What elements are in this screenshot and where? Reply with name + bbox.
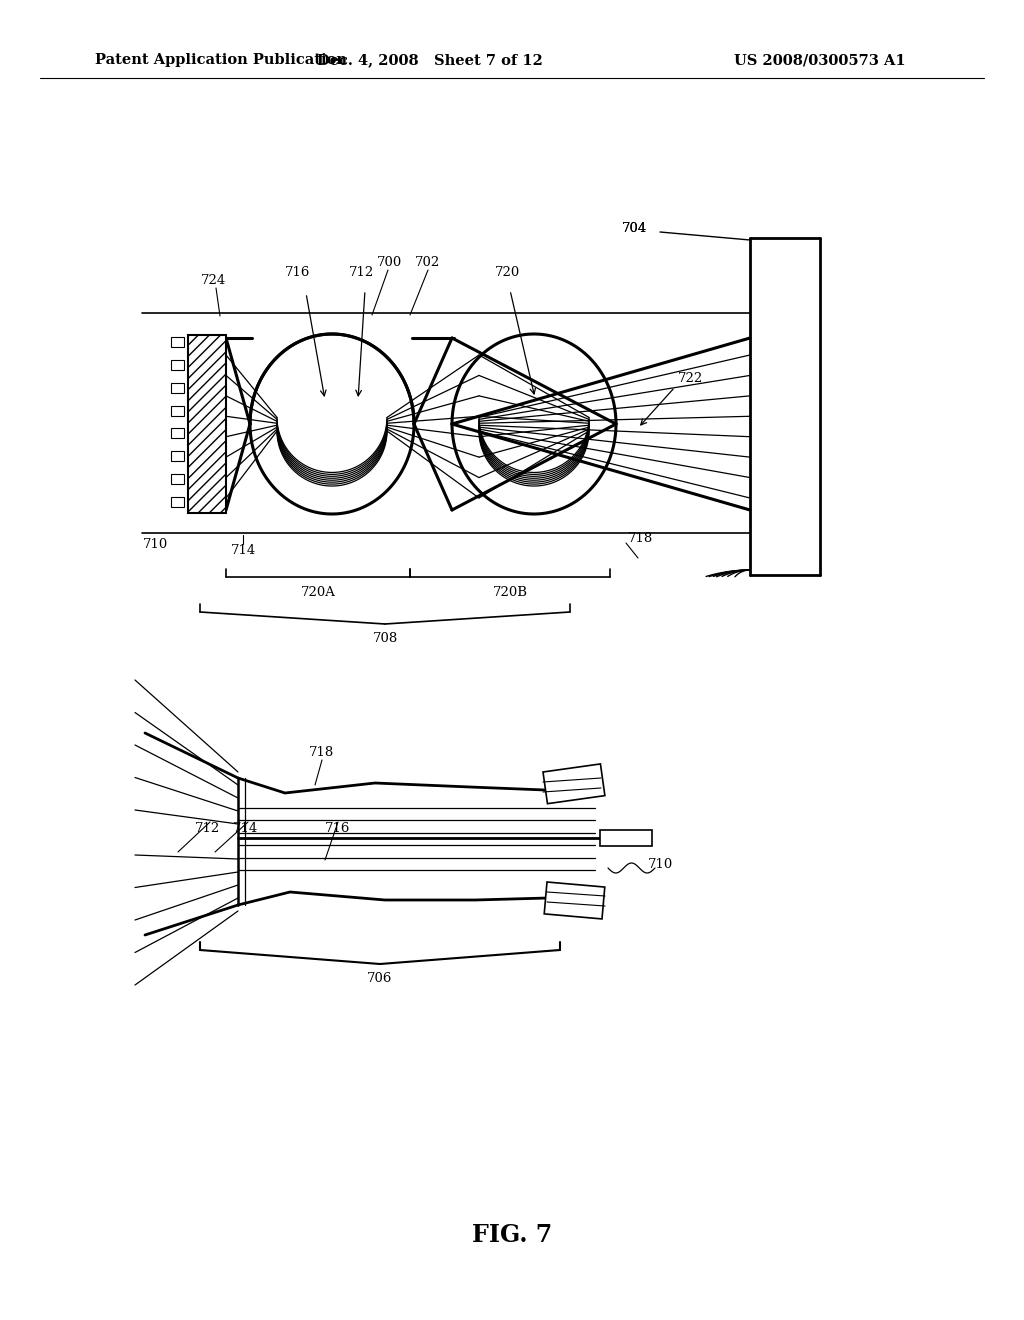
Text: 708: 708 [373,631,397,644]
Text: 714: 714 [233,821,259,834]
Text: 720A: 720A [301,586,336,598]
Text: 710: 710 [648,858,673,871]
Bar [188,335,226,513]
Text: 720: 720 [496,265,520,279]
Text: 702: 702 [416,256,440,268]
Text: 718: 718 [628,532,653,544]
Bar [171,383,184,393]
Bar [171,429,184,438]
Bar [171,451,184,461]
Bar [600,830,652,846]
Text: 716: 716 [286,265,310,279]
Bar [171,474,184,484]
Text: 712: 712 [196,821,220,834]
Text: 716: 716 [326,821,350,834]
Text: 712: 712 [349,265,375,279]
Text: 704: 704 [622,222,647,235]
Bar [171,498,184,507]
Text: Patent Application Publication: Patent Application Publication [95,53,347,67]
Text: 722: 722 [678,371,703,384]
Bar [544,882,605,919]
Text: FIG. 7: FIG. 7 [472,1224,552,1247]
Bar [543,764,605,804]
Text: Dec. 4, 2008   Sheet 7 of 12: Dec. 4, 2008 Sheet 7 of 12 [317,53,543,67]
Text: 704: 704 [622,222,647,235]
Text: 700: 700 [378,256,402,268]
Text: US 2008/0300573 A1: US 2008/0300573 A1 [734,53,906,67]
Bar [171,360,184,370]
Text: 720B: 720B [493,586,527,598]
Bar [171,337,184,347]
Text: 706: 706 [368,972,392,985]
Text: 724: 724 [201,273,225,286]
Text: 714: 714 [230,544,256,557]
Text: 710: 710 [143,539,168,552]
Text: 718: 718 [309,747,335,759]
Bar [171,405,184,416]
